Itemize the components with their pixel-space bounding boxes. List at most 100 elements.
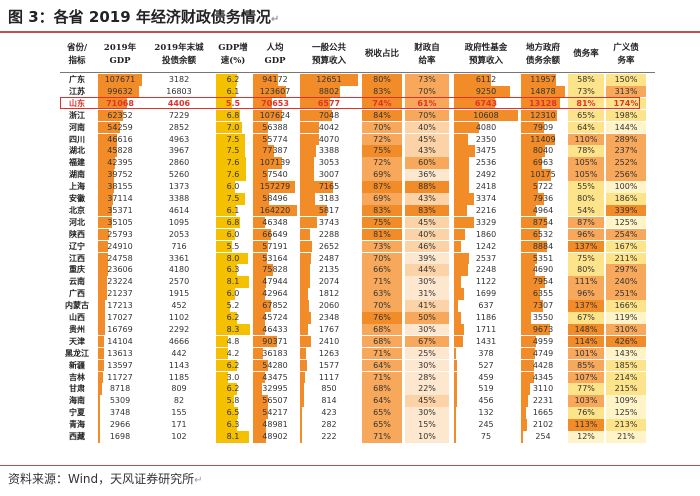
data-cell: 2135 (318, 265, 340, 275)
data-cell: 67852 (262, 301, 288, 311)
cell-shading (98, 145, 117, 157)
data-cell: 23606 (107, 265, 133, 275)
data-cell: 6.1 (226, 205, 240, 215)
cell-shading (98, 288, 107, 300)
cell-shading (362, 371, 402, 384)
cell-shading (405, 312, 449, 324)
cell-shading (405, 228, 449, 241)
cell-shading (521, 383, 531, 395)
cell-shading (405, 181, 449, 193)
table-row: 湖南 39752 5260 7.6 57540 3007 69% 36% 2492 10175 10… (0, 169, 700, 181)
data-cell: 45724 (262, 313, 288, 322)
header-cell: 一般公共 预算收入 (296, 42, 362, 68)
cell-shading (568, 157, 604, 169)
data-cell: 6532 (532, 229, 554, 239)
cell-shading (606, 300, 646, 312)
data-cell: 17213 (107, 301, 133, 311)
cell-shading (521, 264, 535, 276)
data-cell: 105% (574, 158, 598, 168)
cell-shading (362, 252, 402, 265)
cell-shading (568, 181, 604, 193)
data-cell: 2492 (475, 170, 497, 180)
data-cell: 157279 (259, 182, 291, 192)
cell-shading (98, 407, 100, 419)
cell-shading (521, 288, 540, 300)
cell-shading (521, 252, 537, 265)
data-cell: 66649 (262, 229, 288, 239)
data-cell: 1915 (168, 289, 190, 299)
source-paragraph-mark: ↵ (194, 475, 203, 486)
cell-shading (300, 204, 327, 217)
cell-shading (521, 169, 552, 181)
cell-shading (568, 240, 604, 253)
cell-shading (362, 276, 402, 288)
cell-shading (454, 347, 457, 360)
table-row: 辽宁 24910 716 5.5 57191 2652 73% 46% 1242 8884 137%… (0, 240, 700, 253)
cell-shading (300, 85, 341, 98)
header-line-1: 地方政府 (525, 43, 560, 53)
header-line-2: 投债余额 (161, 56, 196, 66)
cell-shading (568, 85, 604, 98)
data-cell: 48902 (262, 432, 288, 441)
cell-shading (521, 371, 534, 384)
data-cell: 28% (418, 372, 436, 382)
data-cell: 4666 (168, 336, 190, 346)
header-cell: 2019年 GDP (94, 42, 146, 68)
cell-shading (454, 216, 475, 229)
header-line-2: 指标 (68, 56, 86, 66)
cell-shading (216, 228, 236, 241)
cell-shading (253, 133, 268, 146)
data-cell: 70% (418, 86, 436, 96)
cell-shading (568, 276, 604, 288)
province-name: 江西 (69, 252, 85, 263)
data-cell: 1812 (318, 289, 340, 299)
data-cell: 119% (614, 313, 638, 322)
data-cell: 6.0 (226, 289, 240, 299)
data-cell: 56388 (262, 122, 288, 132)
cell-shading (253, 407, 268, 419)
cell-shading (606, 288, 646, 300)
cell-shading (606, 157, 646, 169)
province-name: 辽宁 (69, 240, 85, 251)
data-cell: 6.2 (226, 384, 240, 394)
table-row: 贵州 16769 2292 8.3 46433 1767 68% 30% 1711 9673 148… (0, 323, 700, 336)
header-divider (60, 72, 655, 73)
cell-shading (405, 252, 449, 265)
cell-shading (253, 228, 271, 241)
data-cell: 24910 (107, 241, 133, 251)
cell-shading (362, 323, 402, 336)
cell-shading (216, 312, 237, 324)
data-cell: 7.5 (226, 146, 240, 156)
data-cell: 3967 (168, 146, 190, 156)
cell-shading (98, 133, 118, 146)
cell-shading (300, 323, 309, 336)
cell-shading (98, 252, 109, 265)
data-cell: 7954 (532, 277, 554, 287)
data-cell: 105% (574, 170, 598, 180)
data-cell: 4614 (168, 205, 190, 215)
data-cell: 42395 (107, 158, 133, 168)
cell-shading (253, 252, 268, 265)
data-cell: 55774 (262, 134, 288, 144)
data-cell: 123607 (259, 86, 291, 96)
data-cell: 716 (171, 241, 187, 251)
data-cell: 7.0 (226, 122, 240, 132)
data-cell: 10175 (530, 170, 556, 180)
data-cell: 426% (614, 336, 638, 346)
data-cell: 73% (577, 86, 595, 96)
cell-shading (454, 145, 475, 157)
data-cell: 240% (614, 277, 638, 287)
cell-shading (454, 121, 479, 134)
data-cell: 80% (373, 75, 391, 84)
data-cell: 1577 (318, 360, 340, 370)
cell-shading (216, 121, 242, 134)
cell-shading (405, 419, 449, 431)
cell-shading (216, 407, 239, 419)
data-cell: 7.5 (226, 194, 240, 203)
data-cell: 10% (418, 432, 436, 441)
data-cell: 5.8 (226, 396, 240, 406)
cell-shading (568, 323, 604, 336)
cell-shading (300, 97, 331, 110)
cell-shading (405, 109, 449, 122)
cell-shading (362, 133, 402, 146)
